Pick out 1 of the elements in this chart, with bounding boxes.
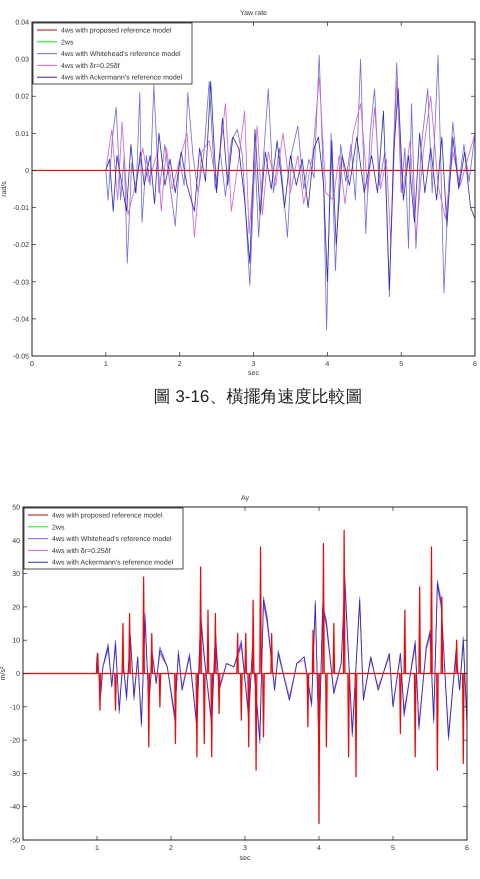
caption: 圖 3-16、橫擺角速度比較圖: [154, 387, 362, 406]
